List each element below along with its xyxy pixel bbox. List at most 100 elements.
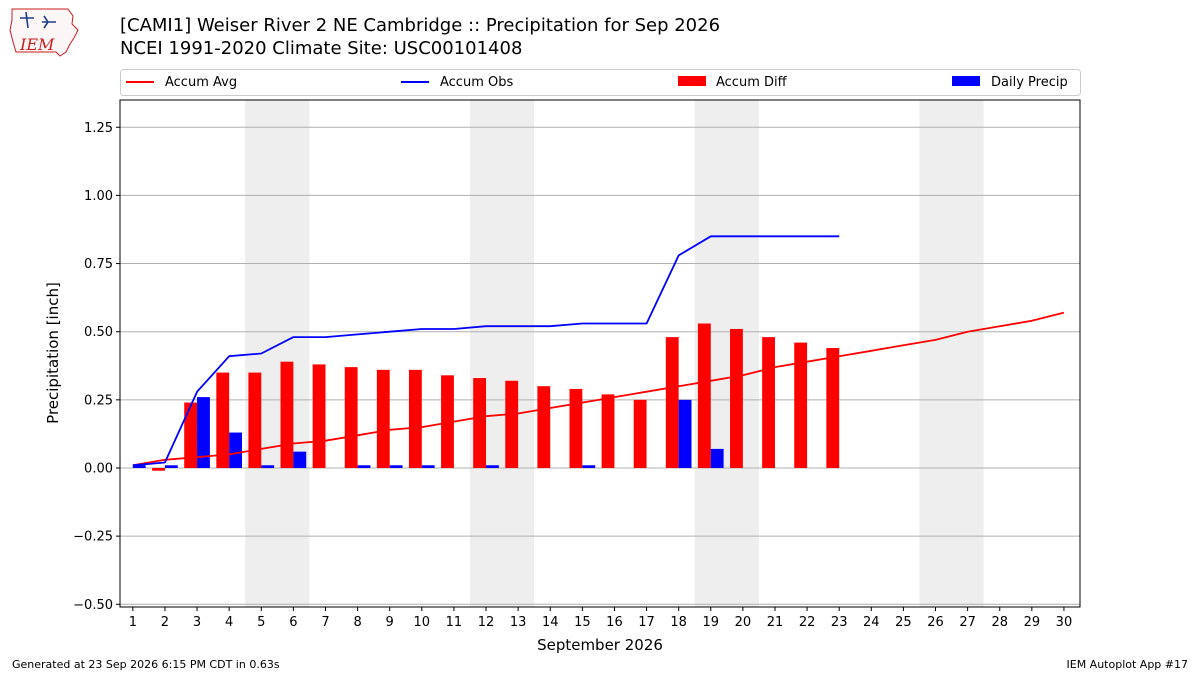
legend-label-accum-avg: Accum Avg <box>165 75 237 90</box>
x-tick-label: 11 <box>446 615 463 630</box>
y-tick-label: 0.75 <box>84 257 113 272</box>
weather-station-icon <box>20 11 56 29</box>
legend-label-daily-precip: Daily Precip <box>991 75 1068 90</box>
y-tick-label: −0.25 <box>73 530 113 545</box>
accum-diff-bar <box>601 394 615 468</box>
accum-diff-bar <box>665 337 679 468</box>
x-tick-label: 9 <box>386 615 394 630</box>
legend-frame <box>120 69 1081 96</box>
x-tick-label: 19 <box>702 615 719 630</box>
accum-diff-bar <box>505 380 519 468</box>
x-tick-label: 17 <box>638 615 655 630</box>
daily-precip-bar <box>229 432 243 468</box>
legend-item-daily-precip: Daily Precip <box>952 75 1068 90</box>
legend-item-accum-obs: Accum Obs <box>401 75 513 90</box>
x-tick-label: 18 <box>670 615 687 630</box>
daily-precip-bar <box>582 465 596 468</box>
x-tick-label: 14 <box>542 615 559 630</box>
x-tick-label: 13 <box>510 615 527 630</box>
accum-diff-bar <box>376 369 390 468</box>
y-axis-label: Precipitation [inch] <box>44 282 62 424</box>
x-tick-label: 3 <box>193 615 201 630</box>
weekend-shade-2 <box>469 100 535 607</box>
daily-precip-bar <box>261 465 275 468</box>
daily-precip-bar <box>421 465 435 468</box>
x-tick-label: 25 <box>895 615 912 630</box>
accum-diff-bar <box>569 388 583 468</box>
accum-avg-line <box>132 311 1065 467</box>
accum-diff-bar <box>152 467 165 471</box>
chart-title: [CAMI1] Weiser River 2 NE Cambridge :: P… <box>120 15 720 36</box>
accum-diff-bar <box>762 337 775 468</box>
accum-diff-bar <box>794 342 808 468</box>
daily-precip-bar <box>164 465 178 468</box>
accum-diff-bar <box>441 375 454 468</box>
line-series <box>132 235 1065 467</box>
x-tick-label: 10 <box>414 615 431 630</box>
y-tick-label: 1.25 <box>84 121 113 136</box>
x-tick-label: 22 <box>799 615 816 630</box>
plot-frame <box>119 99 1081 608</box>
daily-precip-bar <box>293 451 307 468</box>
x-tick-label: 4 <box>225 615 233 630</box>
weekend-shading <box>245 100 984 607</box>
x-tick-label: 23 <box>831 615 848 630</box>
accum-diff-bar <box>248 372 262 468</box>
footer-app: IEM Autoplot App #17 <box>1067 658 1189 671</box>
accum-diff-bar <box>216 372 230 468</box>
y-tick-label: 0.00 <box>84 461 113 476</box>
y-tick-label: 0.25 <box>84 393 113 408</box>
x-tick-label: 26 <box>927 615 944 630</box>
x-tick-label: 2 <box>161 615 169 630</box>
x-tick-label: 6 <box>289 615 297 630</box>
accum-diff-bar <box>280 361 294 468</box>
iem-logo: IEM <box>9 8 79 57</box>
accum-diff-bar <box>826 348 840 468</box>
x-tick-label: 27 <box>959 615 976 630</box>
y-tick-label: −0.50 <box>73 598 113 613</box>
x-tick-label: 21 <box>767 615 784 630</box>
accum-diff-bar <box>537 386 551 468</box>
x-tick-label: 16 <box>606 615 623 630</box>
legend-item-accum-avg: Accum Avg <box>126 75 237 90</box>
accum-diff-bar <box>408 369 422 468</box>
daily-precip-bar <box>197 397 210 468</box>
x-tick-label: 7 <box>321 615 329 630</box>
x-tick-label: 5 <box>257 615 265 630</box>
x-tick-label: 24 <box>863 615 880 630</box>
x-tick-label: 8 <box>353 615 361 630</box>
bar-series <box>132 323 840 471</box>
logo-text: IEM <box>19 35 55 54</box>
daily-precip-bar <box>389 465 403 468</box>
chart-subtitle: NCEI 1991-2020 Climate Site: USC00101408 <box>120 38 522 59</box>
legend-item-accum-diff: Accum Diff <box>678 75 788 90</box>
accum-diff-bar <box>697 323 711 468</box>
x-tick-label: 30 <box>1056 615 1073 630</box>
legend: Accum Avg Accum Obs Accum Diff Daily Pre… <box>120 69 1081 96</box>
daily-precip-bar <box>678 399 692 468</box>
daily-precip-bar <box>710 448 724 468</box>
x-tick-label: 20 <box>735 615 752 630</box>
legend-swatch-accum-diff <box>678 76 706 86</box>
y-tick-label: 0.50 <box>84 325 113 340</box>
legend-label-accum-obs: Accum Obs <box>440 75 513 90</box>
daily-precip-bar <box>486 465 499 468</box>
x-tick-label: 15 <box>574 615 591 630</box>
x-tick-label: 1 <box>129 615 137 630</box>
accum-diff-bar <box>312 364 326 468</box>
legend-label-accum-diff: Accum Diff <box>716 75 788 90</box>
x-tick-label: 28 <box>991 615 1008 630</box>
accum-diff-bar <box>184 402 198 468</box>
accum-diff-bar <box>633 399 647 468</box>
x-axis-label: September 2026 <box>537 636 663 654</box>
y-tick-label: 1.00 <box>84 189 113 204</box>
x-axis-ticks: 1 2 3 4 5 6 7 8 9 10 11 12 13 14 15 16 17 18 19 20 21 22 23 24 2… <box>129 607 1073 630</box>
accum-diff-bar <box>730 328 743 468</box>
daily-precip-bar <box>357 465 371 468</box>
weekend-shade-4 <box>919 100 984 607</box>
legend-swatch-daily-precip <box>952 76 980 86</box>
accum-diff-bar <box>473 378 487 468</box>
accum-obs-line <box>132 235 840 467</box>
x-tick-label: 12 <box>478 615 495 630</box>
